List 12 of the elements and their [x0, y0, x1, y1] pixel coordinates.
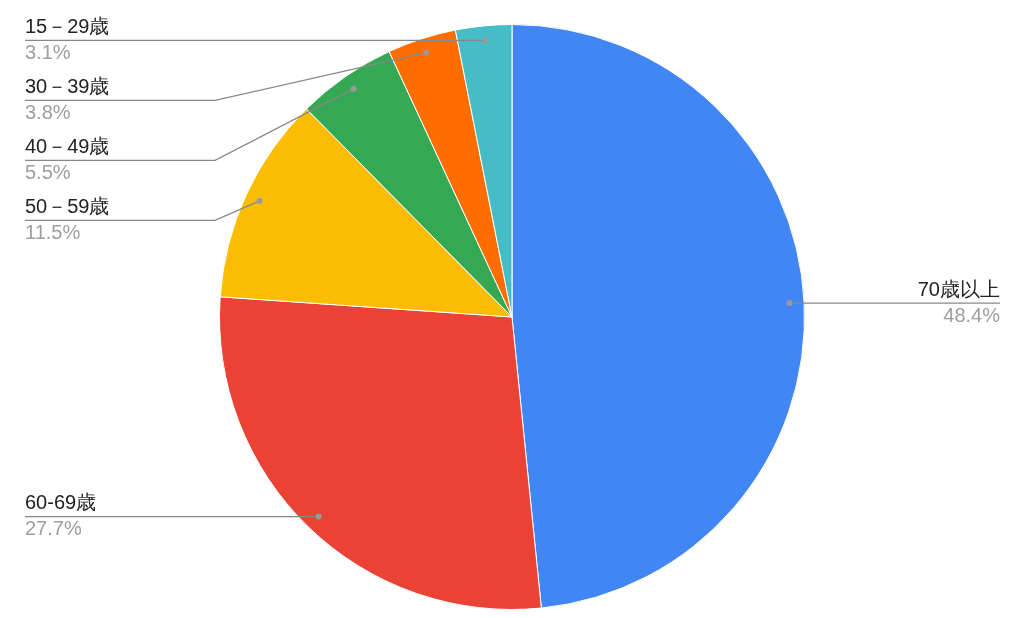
- data-label: 3.8%: [25, 100, 71, 123]
- slice-label: 70歳以上: [917, 277, 1000, 300]
- data-label: 11.5%: [25, 220, 81, 243]
- slice-label: 15－29歳: [25, 14, 110, 37]
- slice-label: 60-69歳: [25, 491, 97, 514]
- slice-label: 40－49歳: [25, 134, 110, 157]
- data-label: 5.5%: [25, 160, 71, 183]
- slice-label: 30－39歳: [25, 74, 110, 97]
- data-label: 3.1%: [25, 40, 71, 63]
- data-label: 48.4%: [943, 303, 1001, 326]
- data-label: 27.7%: [25, 517, 82, 540]
- slice-label: 50－59歳: [25, 194, 110, 217]
